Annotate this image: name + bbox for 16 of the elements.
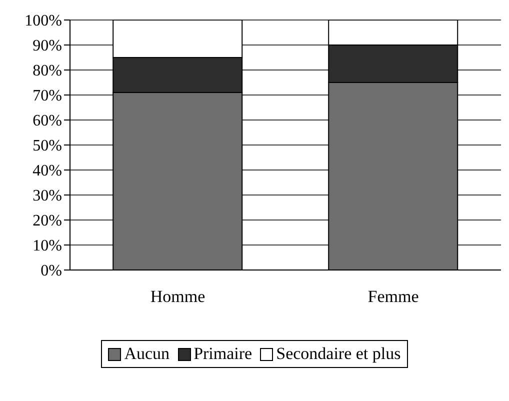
y-tick-label: 80% (32, 62, 62, 80)
y-tick-label: 20% (32, 212, 62, 230)
legend-label: Aucun (123, 344, 170, 364)
x-tick-label: Femme (368, 287, 419, 306)
y-tick-label: 60% (32, 112, 62, 130)
y-tick-label: 30% (32, 188, 62, 205)
y-tick-label: 10% (32, 238, 62, 255)
legend-label: Secondaire et plus (275, 344, 401, 364)
y-tick-label: 0% (40, 262, 62, 280)
x-tick-label: Homme (150, 287, 206, 306)
y-tick-label: 70% (32, 88, 62, 105)
y-tick-label: 40% (32, 162, 62, 180)
y-tick-label: 100% (24, 12, 62, 30)
y-tick-label: 90% (32, 38, 62, 55)
y-tick-label: 50% (32, 138, 62, 155)
legend-label: Primaire (192, 344, 252, 364)
